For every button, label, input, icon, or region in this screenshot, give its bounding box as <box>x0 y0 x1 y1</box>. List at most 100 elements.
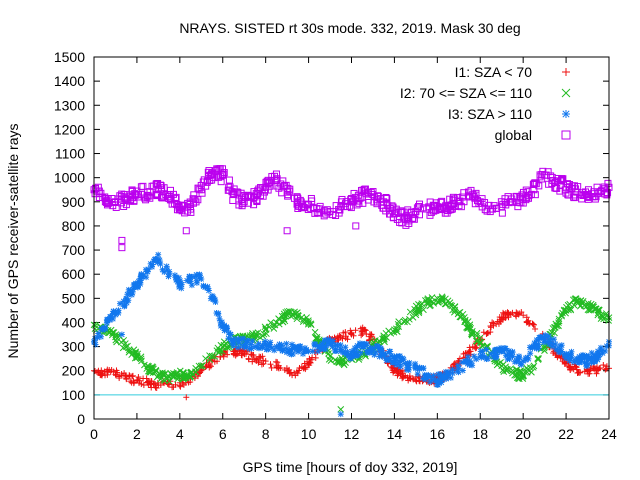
data-point-fill <box>415 307 423 314</box>
data-point-fill <box>568 348 575 355</box>
data-point-fill <box>534 343 541 350</box>
data-point-fill <box>544 338 551 345</box>
data-point-fill <box>265 323 273 331</box>
data-point-fill <box>416 364 423 371</box>
data-point-fill <box>125 297 132 304</box>
series-3 <box>91 251 612 388</box>
y-tick-label: 1500 <box>54 49 85 65</box>
data-point-fill <box>495 360 502 367</box>
data-point-fill <box>218 171 226 179</box>
x-tick-label: 22 <box>558 426 574 442</box>
data-point-fill <box>302 366 309 373</box>
data-point-fill <box>220 341 228 349</box>
data-point-fill <box>390 368 397 375</box>
data-point-fill <box>378 347 385 354</box>
data-point-fill <box>555 322 562 330</box>
data-point-fill <box>315 205 323 213</box>
data-point-fill <box>358 332 365 339</box>
data-point-fill <box>529 320 536 327</box>
data-point-fill <box>176 283 183 290</box>
data-point-fill <box>145 266 152 273</box>
data-point-fill <box>292 372 299 379</box>
data-point-fill <box>210 295 217 302</box>
data-point-fill <box>202 355 209 362</box>
data-point-fill <box>438 197 446 205</box>
data-point-fill <box>92 341 99 348</box>
legend-marker <box>561 130 571 140</box>
data-point-fill <box>166 186 174 194</box>
x-tick-label: 2 <box>133 426 141 442</box>
data-point-fill <box>285 367 292 374</box>
data-point-fill <box>515 311 522 318</box>
data-point-fill <box>200 282 207 289</box>
data-point-fill <box>188 282 195 289</box>
legend-label: global <box>495 127 532 143</box>
data-point-fill <box>465 353 472 360</box>
data-point-fill <box>490 202 498 210</box>
data-point-fill <box>468 359 475 366</box>
data-point-fill <box>213 310 220 317</box>
data-point-fill <box>406 308 414 316</box>
data-point-fill <box>119 344 127 352</box>
data-point-fill <box>267 176 275 184</box>
data-point-fill <box>325 350 332 357</box>
data-point-fill <box>286 187 294 195</box>
data-point-fill <box>601 190 609 198</box>
data-point-fill <box>477 348 484 355</box>
data-point-fill <box>456 197 464 205</box>
data-point-fill <box>164 374 171 382</box>
data-point-fill <box>268 364 275 371</box>
data-point-fill <box>135 374 142 381</box>
data-point-fill <box>478 195 486 203</box>
data-point-fill <box>417 301 425 309</box>
data-point-fill <box>483 356 490 363</box>
data-point-fill <box>225 183 233 191</box>
data-point-fill <box>511 358 518 365</box>
outlier-point <box>337 348 344 355</box>
data-point-fill <box>279 318 287 326</box>
data-point-fill <box>112 372 119 379</box>
data-point-fill <box>199 362 207 369</box>
data-point-fill <box>438 293 446 301</box>
data-point-fill <box>332 347 339 354</box>
data-point-fill <box>471 200 479 208</box>
data-point-fill <box>337 341 344 348</box>
data-point-fill <box>476 334 484 342</box>
data-point-fill <box>504 309 511 316</box>
data-point-fill <box>515 371 523 378</box>
outliers <box>118 331 344 418</box>
data-point-fill <box>393 327 400 335</box>
data-point-fill <box>321 337 328 344</box>
data-point-fill <box>438 205 446 213</box>
data-point-fill <box>496 348 503 355</box>
data-point-fill <box>373 200 381 208</box>
data-points <box>90 165 613 418</box>
data-point-fill <box>217 178 225 186</box>
data-point-fill <box>592 305 600 313</box>
data-point-fill <box>570 366 577 373</box>
data-point-fill <box>273 182 281 190</box>
data-point-fill <box>355 352 362 359</box>
data-point-fill <box>504 352 511 359</box>
data-point-fill <box>410 376 417 383</box>
data-point-fill <box>415 202 423 210</box>
data-point-fill <box>430 372 437 379</box>
data-point-fill <box>260 357 267 364</box>
x-tick-label: 8 <box>262 426 270 442</box>
data-point-fill <box>404 215 412 223</box>
data-point-fill <box>233 188 241 196</box>
data-point-fill <box>153 385 160 392</box>
data-point-fill <box>593 183 601 191</box>
data-point-fill <box>558 311 565 319</box>
data-point-fill <box>186 273 193 280</box>
data-point-fill <box>540 344 548 352</box>
x-tick-label: 10 <box>301 426 317 442</box>
data-point-fill <box>132 350 140 358</box>
data-point-fill <box>389 214 397 222</box>
data-point-fill <box>173 275 180 282</box>
data-point-fill <box>369 188 377 196</box>
data-point-fill <box>401 318 408 326</box>
data-point-fill <box>529 344 536 351</box>
data-point-fill <box>172 370 179 378</box>
data-point-fill <box>425 373 432 380</box>
